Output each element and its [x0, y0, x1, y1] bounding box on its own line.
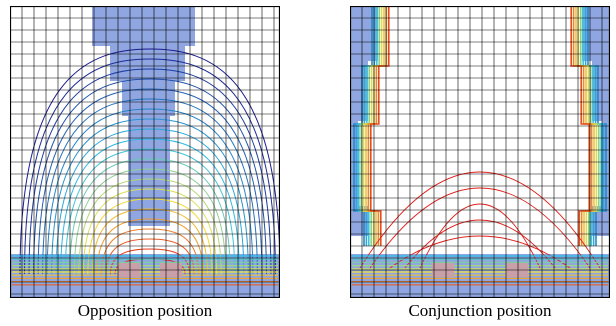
- contour-line: [359, 171, 601, 269]
- contour-line: [87, 198, 213, 275]
- contour-line: [389, 235, 571, 269]
- contour-line: [69, 158, 231, 275]
- opposition-field-plot: [10, 6, 280, 298]
- contour-line: [46, 108, 254, 275]
- conjunction-panel: [350, 6, 610, 298]
- mesh-grid: [10, 6, 280, 298]
- contour-line: [369, 187, 591, 269]
- contour-line: [404, 219, 556, 269]
- contour-line: [73, 168, 227, 275]
- contour-line: [78, 178, 222, 275]
- contour-line: [82, 188, 218, 275]
- contour-line: [28, 68, 272, 275]
- contour-line: [51, 118, 249, 275]
- opposition-caption: Opposition position: [77, 301, 213, 320]
- contour-line: [64, 148, 236, 275]
- contour-line: [96, 218, 204, 275]
- conjunction-caption: Conjunction position: [408, 301, 552, 320]
- contour-line: [55, 128, 245, 275]
- mesh-grid: [350, 6, 610, 298]
- conjunction-field-plot: [350, 6, 610, 298]
- contour-line: [105, 238, 195, 275]
- contour-line: [33, 78, 267, 275]
- contour-line: [100, 228, 200, 275]
- contour-line: [19, 48, 280, 275]
- field-base: [350, 254, 610, 298]
- opposition-panel: [10, 6, 280, 298]
- contour-line: [37, 88, 263, 275]
- contour-line: [60, 138, 240, 275]
- contour-line: [419, 203, 541, 269]
